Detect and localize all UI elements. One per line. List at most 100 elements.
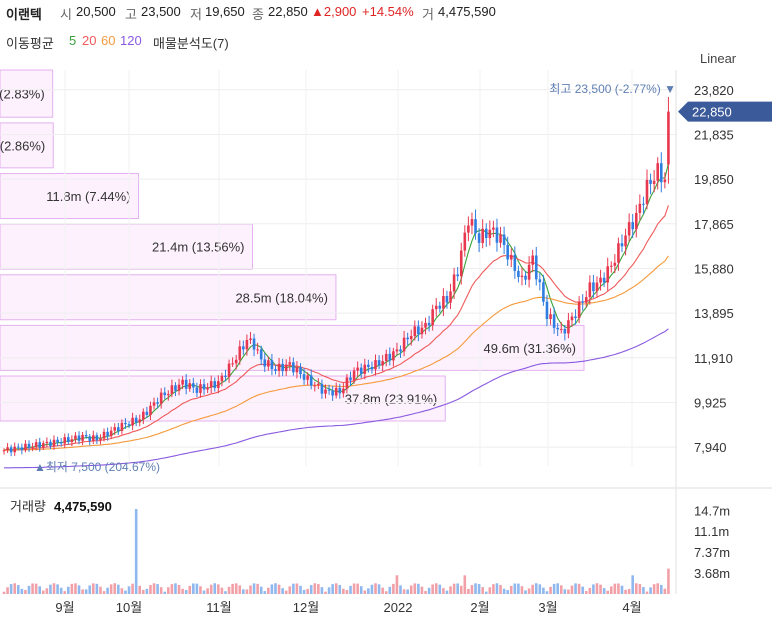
volume-bar — [484, 591, 488, 594]
candle-body — [113, 427, 117, 431]
volume-profile-label: 28.5m (18.04%) — [235, 290, 328, 305]
volume-bar — [542, 587, 545, 594]
candle-body — [395, 349, 399, 352]
volume-bar — [634, 583, 638, 594]
candle-body — [388, 353, 392, 361]
candle-body — [359, 367, 363, 374]
ma20-legend[interactable]: 20 — [82, 33, 97, 48]
volume-bar — [306, 588, 309, 594]
candle-body — [274, 369, 277, 371]
volume-bar — [138, 585, 142, 594]
candle-body — [356, 367, 359, 371]
candle-body — [213, 381, 217, 388]
candle-body — [292, 362, 295, 373]
candle-body — [177, 384, 181, 391]
candle-body — [417, 326, 420, 335]
volume-bar — [174, 583, 177, 594]
ma-20-line — [3, 205, 669, 451]
candle-body — [481, 228, 484, 243]
candle-body — [41, 443, 45, 448]
candle-body — [406, 337, 409, 340]
candle-body — [449, 291, 452, 303]
period-high-annotation: 최고 23,500 (-2.77%) ▼ — [549, 82, 676, 96]
candle-body — [370, 367, 374, 370]
candle-body — [220, 375, 224, 382]
candle-body — [392, 351, 395, 361]
candle-body — [488, 229, 492, 238]
volume-bar — [624, 589, 627, 594]
candle-body — [652, 180, 656, 184]
candle-body — [377, 360, 381, 366]
volume-bar — [638, 584, 642, 594]
volume-bar — [627, 588, 631, 594]
volume-bar — [552, 583, 556, 594]
ma60-legend[interactable]: 60 — [101, 33, 116, 48]
candle-body — [620, 243, 624, 247]
candle-body — [574, 316, 577, 319]
candle-body — [88, 436, 92, 441]
volume-bar — [342, 588, 345, 594]
volume-profile-legend[interactable]: 매물분석도(7) — [153, 36, 229, 51]
volume-bar — [242, 589, 245, 594]
ma120-legend[interactable]: 120 — [120, 33, 142, 48]
volume-bar — [302, 589, 306, 594]
candle-body — [345, 377, 349, 389]
volume-bar — [309, 585, 313, 594]
volume-bar — [74, 583, 77, 594]
volume-bar — [192, 583, 195, 594]
candle-body — [309, 375, 313, 386]
candle-body — [302, 374, 306, 380]
candle-body — [438, 305, 442, 309]
candle-body — [149, 405, 152, 415]
price-tick-label: 23,820 — [694, 83, 734, 98]
candle-body — [59, 442, 63, 444]
volume-bar — [642, 587, 645, 594]
candle-body — [452, 274, 456, 292]
candle-body — [556, 327, 559, 330]
volume-bar — [317, 584, 320, 594]
ma-legend-label[interactable]: 이동평균 — [6, 36, 54, 51]
volume-bar — [288, 586, 292, 594]
volume-bar — [277, 584, 281, 594]
volume-bar — [145, 588, 149, 594]
volume-bar — [534, 583, 538, 594]
volume-bar — [659, 584, 663, 594]
candle-body — [484, 228, 488, 238]
volume-bar — [509, 585, 513, 594]
candle-body — [163, 392, 167, 396]
stock-name: 이랜텍 — [6, 7, 42, 22]
volume-bar — [517, 583, 520, 594]
volume-bar — [617, 583, 620, 594]
volume-bar — [356, 583, 359, 594]
candle-body — [549, 314, 552, 320]
volume-bar — [106, 587, 109, 594]
candle-body — [467, 225, 470, 233]
volume-bar — [163, 591, 167, 594]
time-tick-label: 9월 — [55, 600, 74, 615]
volume-bar — [231, 583, 234, 594]
volume-bar — [177, 585, 181, 594]
volume-bar — [599, 584, 602, 594]
candle-body — [434, 305, 438, 310]
candle-body — [249, 338, 252, 340]
volume-bar — [645, 591, 649, 594]
candle-body — [9, 447, 13, 453]
candle-body — [156, 402, 159, 404]
volume-bar — [81, 589, 84, 594]
candle-body — [442, 296, 445, 309]
ma5-legend[interactable]: 5 — [69, 33, 77, 48]
volume-bar — [588, 587, 592, 594]
candle-body — [502, 234, 506, 245]
candle-body — [631, 222, 635, 230]
candle-body — [567, 320, 570, 334]
candle-body — [170, 385, 174, 394]
volume-bar — [124, 590, 127, 594]
scale-toggle-button[interactable]: Linear — [700, 51, 737, 66]
volume-bar — [656, 583, 660, 594]
volume-bar — [470, 585, 474, 594]
volume-bar — [202, 590, 206, 594]
candle-body — [552, 314, 556, 328]
candle-body — [520, 275, 524, 278]
candle-body — [470, 219, 474, 226]
